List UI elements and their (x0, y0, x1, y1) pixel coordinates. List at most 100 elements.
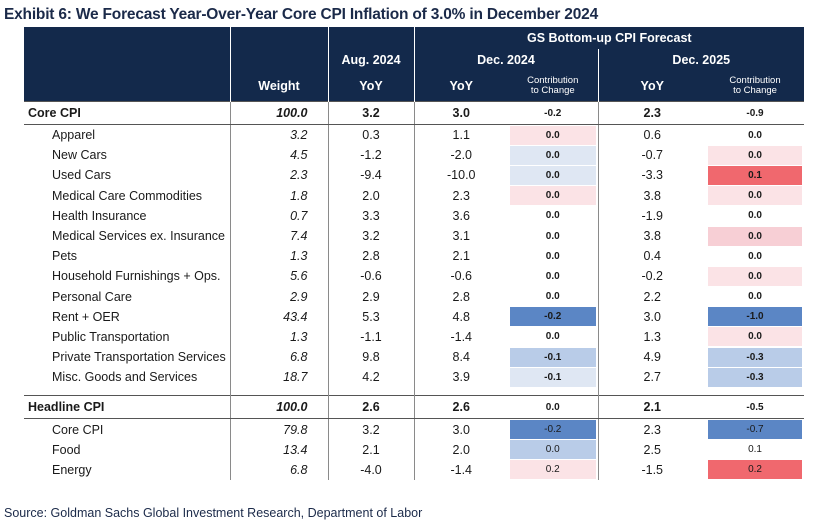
row-dec24-contribution: -0.1 (510, 367, 596, 387)
spacer-cell (706, 387, 804, 396)
row-dec25-contribution: 0.0 (708, 327, 803, 347)
headline-cpi-dec25-yoy: 2.1 (597, 395, 706, 420)
row-label: Energy (52, 462, 92, 477)
headline-cpi-dec24-contribution: 0.0 (508, 395, 598, 420)
row-dec24-contribution: -0.2 (510, 307, 596, 327)
row-dec25-contribution: 0.0 (708, 186, 803, 206)
row-dec24-contribution-cell: 0.0 (508, 145, 598, 165)
table-row: New Cars 4.5 -1.2 -2.0 0.0 -0.7 0.0 (24, 145, 804, 166)
row-dec24-contribution-cell: -0.1 (508, 347, 598, 367)
row-label: Medical Services ex. Insurance (52, 229, 225, 244)
row-dec24-contribution-cell: -0.2 (508, 419, 598, 440)
row-label: Pets (52, 249, 78, 264)
core-cpi-aug-yoy: 3.2 (327, 101, 414, 125)
table-row: Public Transportation 1.3 -1.1 -1.4 0.0 1.3 0.… (24, 326, 804, 348)
header-blank (24, 71, 230, 102)
row-dec25-contribution-cell: 0.0 (706, 206, 804, 226)
row-weight: 6.8 (229, 347, 328, 368)
row-dec25-contribution-cell: 0.2 (706, 460, 804, 480)
gs-forecast-header: GS Bottom-up CPI Forecast (413, 27, 805, 49)
spacer-cell (508, 387, 598, 396)
exhibit-title: Exhibit 6: We Forecast Year-Over-Year Co… (4, 6, 598, 23)
core-cpi-label: Core CPI (24, 101, 230, 125)
row-dec25-yoy: -0.7 (597, 145, 706, 166)
row-dec25-yoy: 2.5 (597, 439, 706, 460)
row-dec24-contribution-cell: 0.2 (508, 460, 598, 480)
row-dec25-yoy: -1.5 (597, 459, 706, 480)
contribution-line2: to Change (530, 85, 575, 96)
dec-2025-header: Dec. 2025 (597, 49, 805, 71)
row-dec25-contribution: 0.0 (708, 206, 803, 226)
table-row: Health Insurance 0.7 3.3 3.6 0.0 -1.9 0.0 (24, 205, 804, 226)
contribution-line1: Contribution (729, 75, 781, 86)
table-row: Medical Care Commodities 1.8 2.0 2.3 0.0 3.8 0… (24, 185, 804, 206)
row-aug-yoy: 2.0 (327, 185, 414, 206)
row-dec24-yoy: 4.8 (413, 306, 508, 327)
row-dec24-yoy: -2.0 (413, 145, 508, 166)
row-dec24-contribution: 0.0 (510, 287, 596, 307)
row-aug-yoy: -0.6 (327, 266, 414, 287)
source-note: Source: Goldman Sachs Global Investment … (4, 506, 423, 520)
row-dec25-contribution: 0.1 (708, 165, 803, 185)
row-weight: 1.8 (229, 185, 328, 206)
row-aug-yoy: 2.9 (327, 286, 414, 307)
row-aug-yoy: 3.2 (327, 418, 414, 440)
table-row: Energy 6.8 -4.0 -1.4 0.2 -1.5 0.2 (24, 459, 804, 480)
row-dec24-contribution: 0.0 (510, 206, 596, 226)
contribution-line1: Contribution (527, 75, 579, 86)
row-aug-yoy: 3.3 (327, 205, 414, 226)
table-row: Medical Services ex. Insurance 7.4 3.2 3.1 0… (24, 225, 804, 247)
table-row: Misc. Goods and Services 18.7 4.2 3.9 -0.1 2.… (24, 367, 804, 388)
row-dec24-yoy: -1.4 (413, 326, 508, 348)
row-label: Health Insurance (52, 208, 147, 223)
row-dec24-contribution-cell: 0.0 (508, 226, 598, 246)
row-dec24-contribution-cell: 0.0 (508, 206, 598, 226)
row-dec25-contribution: -1.0 (708, 307, 803, 327)
row-dec24-yoy: 2.1 (413, 246, 508, 267)
row-dec24-contribution-cell: 0.0 (508, 165, 598, 185)
row-dec24-contribution: 0.0 (510, 226, 596, 246)
row-weight: 7.4 (229, 225, 328, 247)
table-row: Private Transportation Services 6.8 9.8 8.4… (24, 347, 804, 368)
row-weight: 79.8 (229, 418, 328, 440)
cpi-forecast-table: GS Bottom-up CPI Forecast Aug. 2024 Dec.… (24, 27, 805, 480)
spacer-cell (327, 387, 414, 396)
row-dec25-contribution-cell: 0.0 (706, 246, 804, 266)
headline-cpi-aug-yoy: 2.6 (327, 395, 414, 420)
core-cpi-weight: 100.0 (229, 101, 328, 125)
row-dec25-yoy: 3.8 (597, 225, 706, 247)
row-dec25-contribution-cell: 0.0 (706, 287, 804, 307)
row-aug-yoy: -1.1 (327, 326, 414, 348)
spacer-cell (413, 387, 508, 396)
row-dec25-contribution-cell: 0.0 (706, 186, 804, 206)
row-dec24-yoy: 2.3 (413, 185, 508, 206)
spacer-cell (597, 387, 706, 396)
header-blank (327, 27, 414, 49)
row-dec25-contribution-cell: 0.0 (706, 266, 804, 286)
row-dec25-contribution: 0.0 (708, 145, 803, 165)
row-dec24-contribution: 0.0 (510, 165, 596, 185)
row-dec24-contribution-cell: 0.0 (508, 440, 598, 460)
row-aug-yoy: -4.0 (327, 459, 414, 480)
table-row: Household Furnishings + Ops. 5.6 -0.6 -0.6 0… (24, 266, 804, 287)
weight-header: Weight (229, 71, 328, 102)
row-dec24-yoy: 3.9 (413, 367, 508, 388)
row-dec24-contribution-cell: 0.0 (508, 186, 598, 206)
row-dec24-contribution-cell: 0.0 (508, 287, 598, 307)
row-dec24-contribution: 0.2 (510, 460, 596, 480)
row-dec25-contribution: 0.0 (708, 287, 803, 307)
row-dec24-contribution: -0.1 (510, 347, 596, 367)
row-aug-yoy: 5.3 (327, 306, 414, 327)
row-dec25-yoy: 2.2 (597, 286, 706, 307)
row-dec24-yoy: 2.8 (413, 286, 508, 307)
headline-cpi-weight: 100.0 (229, 395, 328, 420)
row-aug-yoy: 2.1 (327, 439, 414, 460)
row-weight: 2.9 (229, 286, 328, 307)
row-dec24-yoy: 3.0 (413, 418, 508, 440)
yoy-header: YoY (327, 71, 414, 102)
yoy-header: YoY (413, 71, 508, 102)
row-label: Used Cars (52, 168, 112, 183)
row-dec24-contribution: 0.0 (510, 327, 596, 347)
row-dec24-contribution-cell: 0.0 (508, 125, 598, 146)
row-dec25-contribution: 0.0 (708, 125, 803, 145)
